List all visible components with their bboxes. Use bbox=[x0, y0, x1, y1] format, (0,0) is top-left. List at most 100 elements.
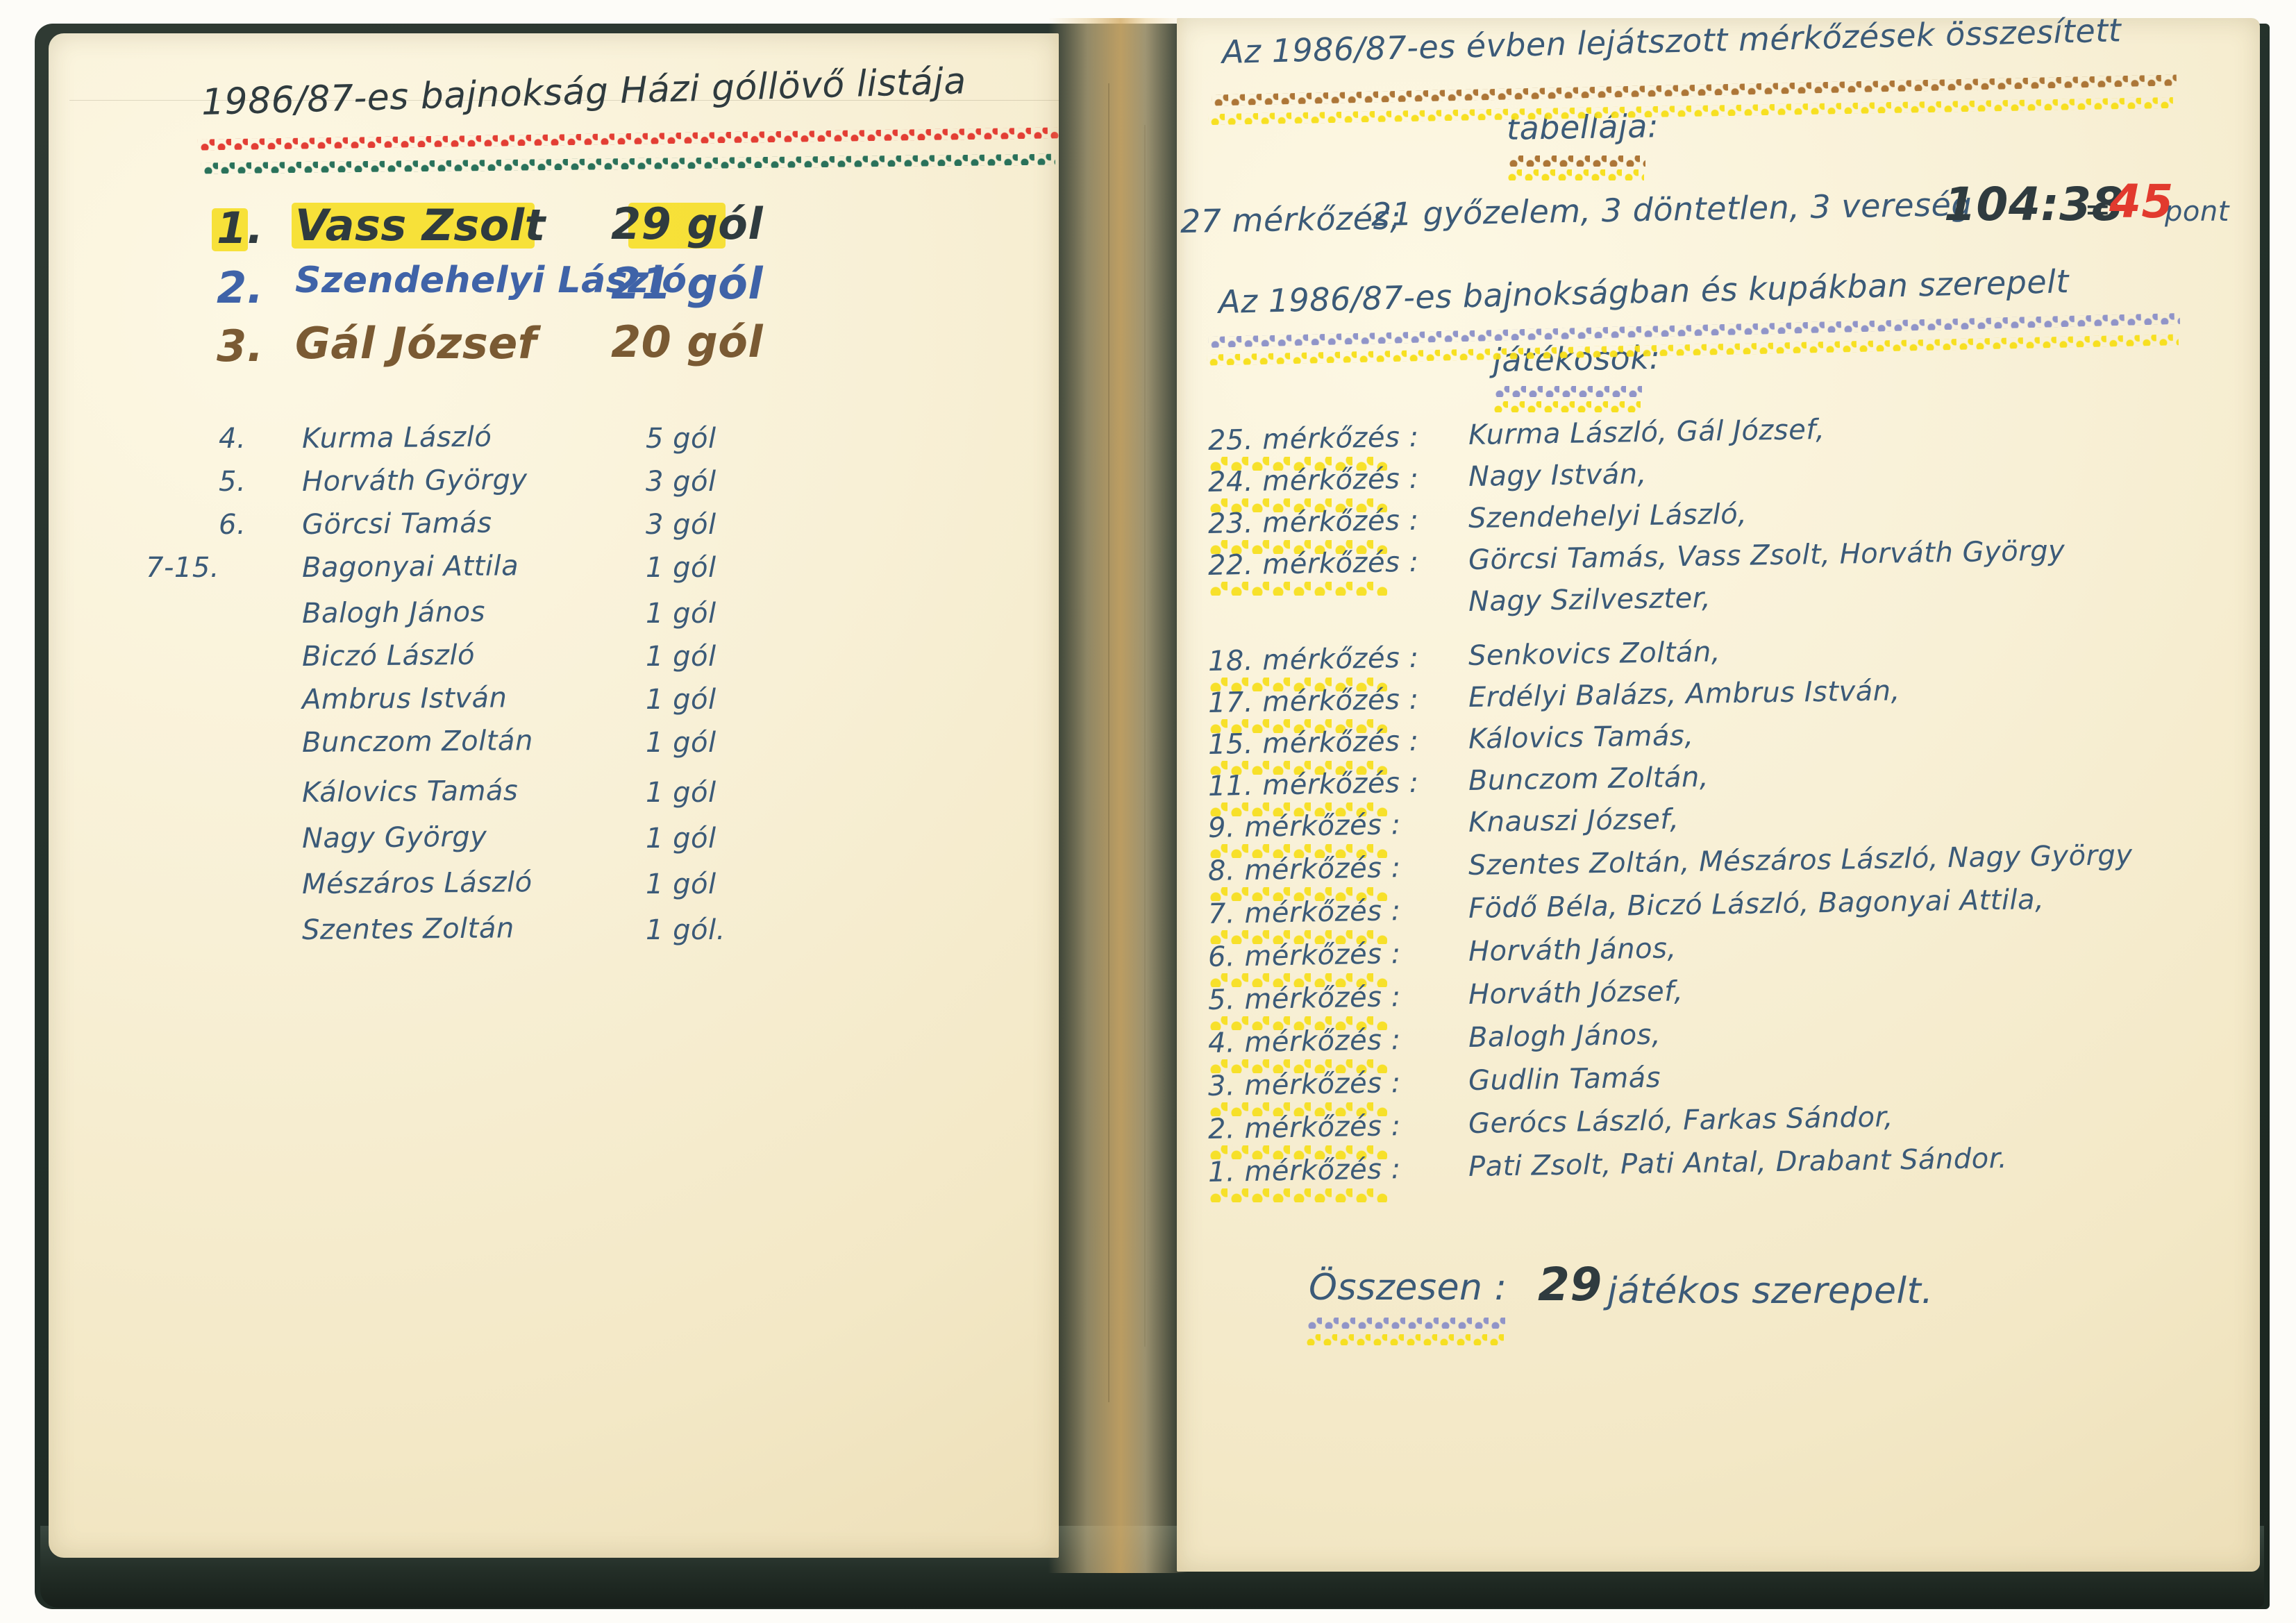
appearance-highlight-13 bbox=[1207, 1016, 1387, 1030]
left-page bbox=[49, 33, 1059, 1558]
appearance-count-3: 22. mérkőzés : bbox=[1207, 546, 1419, 582]
appearance-highlight-7 bbox=[1207, 761, 1387, 775]
right-page bbox=[1177, 18, 2260, 1572]
name1-highlight bbox=[292, 203, 535, 249]
scorer-goals-6: 3 gól bbox=[646, 509, 717, 541]
total-underline-yellow bbox=[1304, 1334, 1505, 1345]
appearance-count-16: 2. mérkőzés : bbox=[1207, 1110, 1402, 1145]
right-title2-underline-yellow bbox=[1505, 169, 1644, 180]
total-underline-purple bbox=[1305, 1318, 1507, 1329]
appearance-count-7: 15. mérkőzés : bbox=[1207, 725, 1419, 761]
appearance-highlight-6 bbox=[1207, 719, 1387, 733]
appearance-count-6: 17. mérkőzés : bbox=[1207, 683, 1419, 719]
scorer-rank-2: 2. bbox=[217, 262, 264, 313]
scorer-name-4: Kurma László bbox=[301, 421, 492, 455]
scorer-name-7: Bagonyai Attila bbox=[301, 550, 519, 584]
appearance-players-7: Kálovics Tamás, bbox=[1468, 719, 1694, 755]
scorer-goals-10: 1 gól bbox=[646, 684, 717, 716]
scorer-rank-3: 3. bbox=[217, 321, 264, 371]
page-rule-line bbox=[69, 100, 1059, 101]
appearance-count-5: 18. mérkőzés : bbox=[1207, 641, 1419, 678]
appearance-highlight-11 bbox=[1207, 930, 1387, 944]
appearance-count-10: 8. mérkőzés : bbox=[1207, 852, 1402, 887]
total-label: Összesen : bbox=[1309, 1267, 1507, 1309]
appearance-count-15: 3. mérkőzés : bbox=[1207, 1067, 1402, 1102]
scorer-goals-11: 1 gól bbox=[646, 727, 717, 759]
appearance-players-8: Bunczom Zoltán, bbox=[1468, 761, 1709, 797]
appearance-count-14: 4. mérkőzés : bbox=[1207, 1024, 1402, 1059]
appearance-highlight-10 bbox=[1207, 887, 1387, 901]
summary-goal-ratio: 104:38 bbox=[1944, 178, 2125, 231]
appearance-count-12: 6. mérkőzés : bbox=[1207, 938, 1402, 973]
appearance-highlight-2 bbox=[1207, 540, 1387, 554]
scorer-rank-7: 7-15. bbox=[146, 552, 219, 584]
appearance-players-15: Gudlin Tamás bbox=[1468, 1061, 1661, 1097]
appearance-highlight-0 bbox=[1207, 457, 1387, 471]
goals1-highlight bbox=[628, 203, 726, 249]
book-gutter bbox=[1048, 18, 1187, 1573]
appearance-players-9: Knauszi József, bbox=[1468, 803, 1679, 839]
appearance-players-0: Kurma László, Gál József, bbox=[1468, 413, 1825, 451]
right-title2b-wave-purple bbox=[1493, 386, 1642, 397]
appearance-highlight-1 bbox=[1207, 498, 1387, 512]
appearance-players-1: Nagy István, bbox=[1468, 457, 1648, 493]
scorer-goals-3: 20 gól bbox=[611, 317, 764, 367]
scorer-goals-13: 1 gól bbox=[646, 823, 717, 855]
appearance-highlight-17 bbox=[1207, 1188, 1387, 1202]
scorer-rank-1: 1. bbox=[217, 203, 264, 253]
scorer-name-5: Horváth György bbox=[301, 464, 528, 498]
appearance-count-13: 5. mérkőzés : bbox=[1207, 981, 1402, 1016]
scorer-name-1: Vass Zsolt bbox=[295, 200, 546, 251]
scorer-name-8: Balogh János bbox=[301, 596, 486, 630]
appearance-players-4: Nagy Szilveszter, bbox=[1468, 582, 1711, 618]
gutter-crease-line-2 bbox=[1144, 125, 1146, 1347]
appearance-players-12: Horváth János, bbox=[1468, 932, 1677, 968]
appearance-highlight-12 bbox=[1207, 973, 1387, 987]
appearance-players-5: Senkovics Zoltán, bbox=[1468, 636, 1721, 672]
total-suffix: játékos szerepelt. bbox=[1607, 1270, 1934, 1312]
right-title2b-wave-yellow bbox=[1491, 401, 1641, 412]
scorer-name-12: Kálovics Tamás bbox=[301, 775, 519, 809]
appearance-count-2: 23. mérkőzés : bbox=[1207, 504, 1419, 540]
scorer-goals-4: 5 gól bbox=[646, 423, 717, 455]
scorer-name-15: Szentes Zoltán bbox=[301, 912, 514, 946]
scorer-name-6: Görcsi Tamás bbox=[301, 507, 492, 541]
right-title2-underline-brown bbox=[1507, 155, 1645, 167]
scorer-goals-5: 3 gól bbox=[646, 466, 717, 498]
appearance-highlight-3 bbox=[1207, 582, 1387, 596]
scorer-name-2: Szendehelyi László bbox=[295, 260, 687, 301]
appearance-highlight-5 bbox=[1207, 678, 1387, 691]
scorer-goals-15: 1 gól. bbox=[646, 914, 726, 946]
appearance-count-17: 1. mérkőzés : bbox=[1207, 1153, 1402, 1188]
appearance-players-2: Szendehelyi László, bbox=[1468, 498, 1748, 535]
scorer-name-13: Nagy György bbox=[301, 821, 487, 855]
scorer-rank-5: 5. bbox=[219, 466, 246, 498]
appearance-players-13: Horváth József, bbox=[1468, 975, 1684, 1011]
appearance-players-14: Balogh János, bbox=[1468, 1018, 1661, 1054]
appearance-players-16: Gerócs László, Farkas Sándor, bbox=[1468, 1101, 1894, 1140]
appearance-count-8: 11. mérkőzés : bbox=[1207, 766, 1419, 802]
summary-points: 45 bbox=[2109, 175, 2174, 228]
summary-points-label: pont bbox=[2165, 196, 2229, 228]
scorer-name-9: Biczó László bbox=[301, 639, 476, 673]
appearance-count-11: 7. mérkőzés : bbox=[1207, 895, 1402, 930]
scorer-goals-14: 1 gól bbox=[646, 868, 717, 900]
scorer-rank-4: 4. bbox=[219, 423, 246, 455]
appearance-players-6: Erdélyi Balázs, Ambrus István, bbox=[1468, 675, 1901, 714]
appearance-highlight-14 bbox=[1207, 1059, 1387, 1073]
total-value: 29 bbox=[1538, 1258, 1602, 1311]
appearance-count-0: 25. mérkőzés : bbox=[1207, 421, 1419, 457]
summary-equals: = bbox=[2084, 190, 2112, 228]
rank1-highlight bbox=[212, 208, 248, 251]
appearance-highlight-15 bbox=[1207, 1102, 1387, 1116]
scorer-name-14: Mészáros László bbox=[301, 866, 533, 900]
scorer-name-11: Bunczom Zoltán bbox=[301, 725, 534, 759]
appearance-count-9: 9. mérkőzés : bbox=[1207, 809, 1402, 844]
scorer-goals-7: 1 gól bbox=[646, 552, 717, 584]
scorer-goals-9: 1 gól bbox=[646, 641, 717, 673]
scorer-name-3: Gál József bbox=[295, 318, 537, 369]
scorer-goals-1: 29 gól bbox=[611, 199, 764, 249]
appearance-highlight-9 bbox=[1207, 844, 1387, 858]
gutter-crease-line bbox=[1108, 83, 1109, 1402]
